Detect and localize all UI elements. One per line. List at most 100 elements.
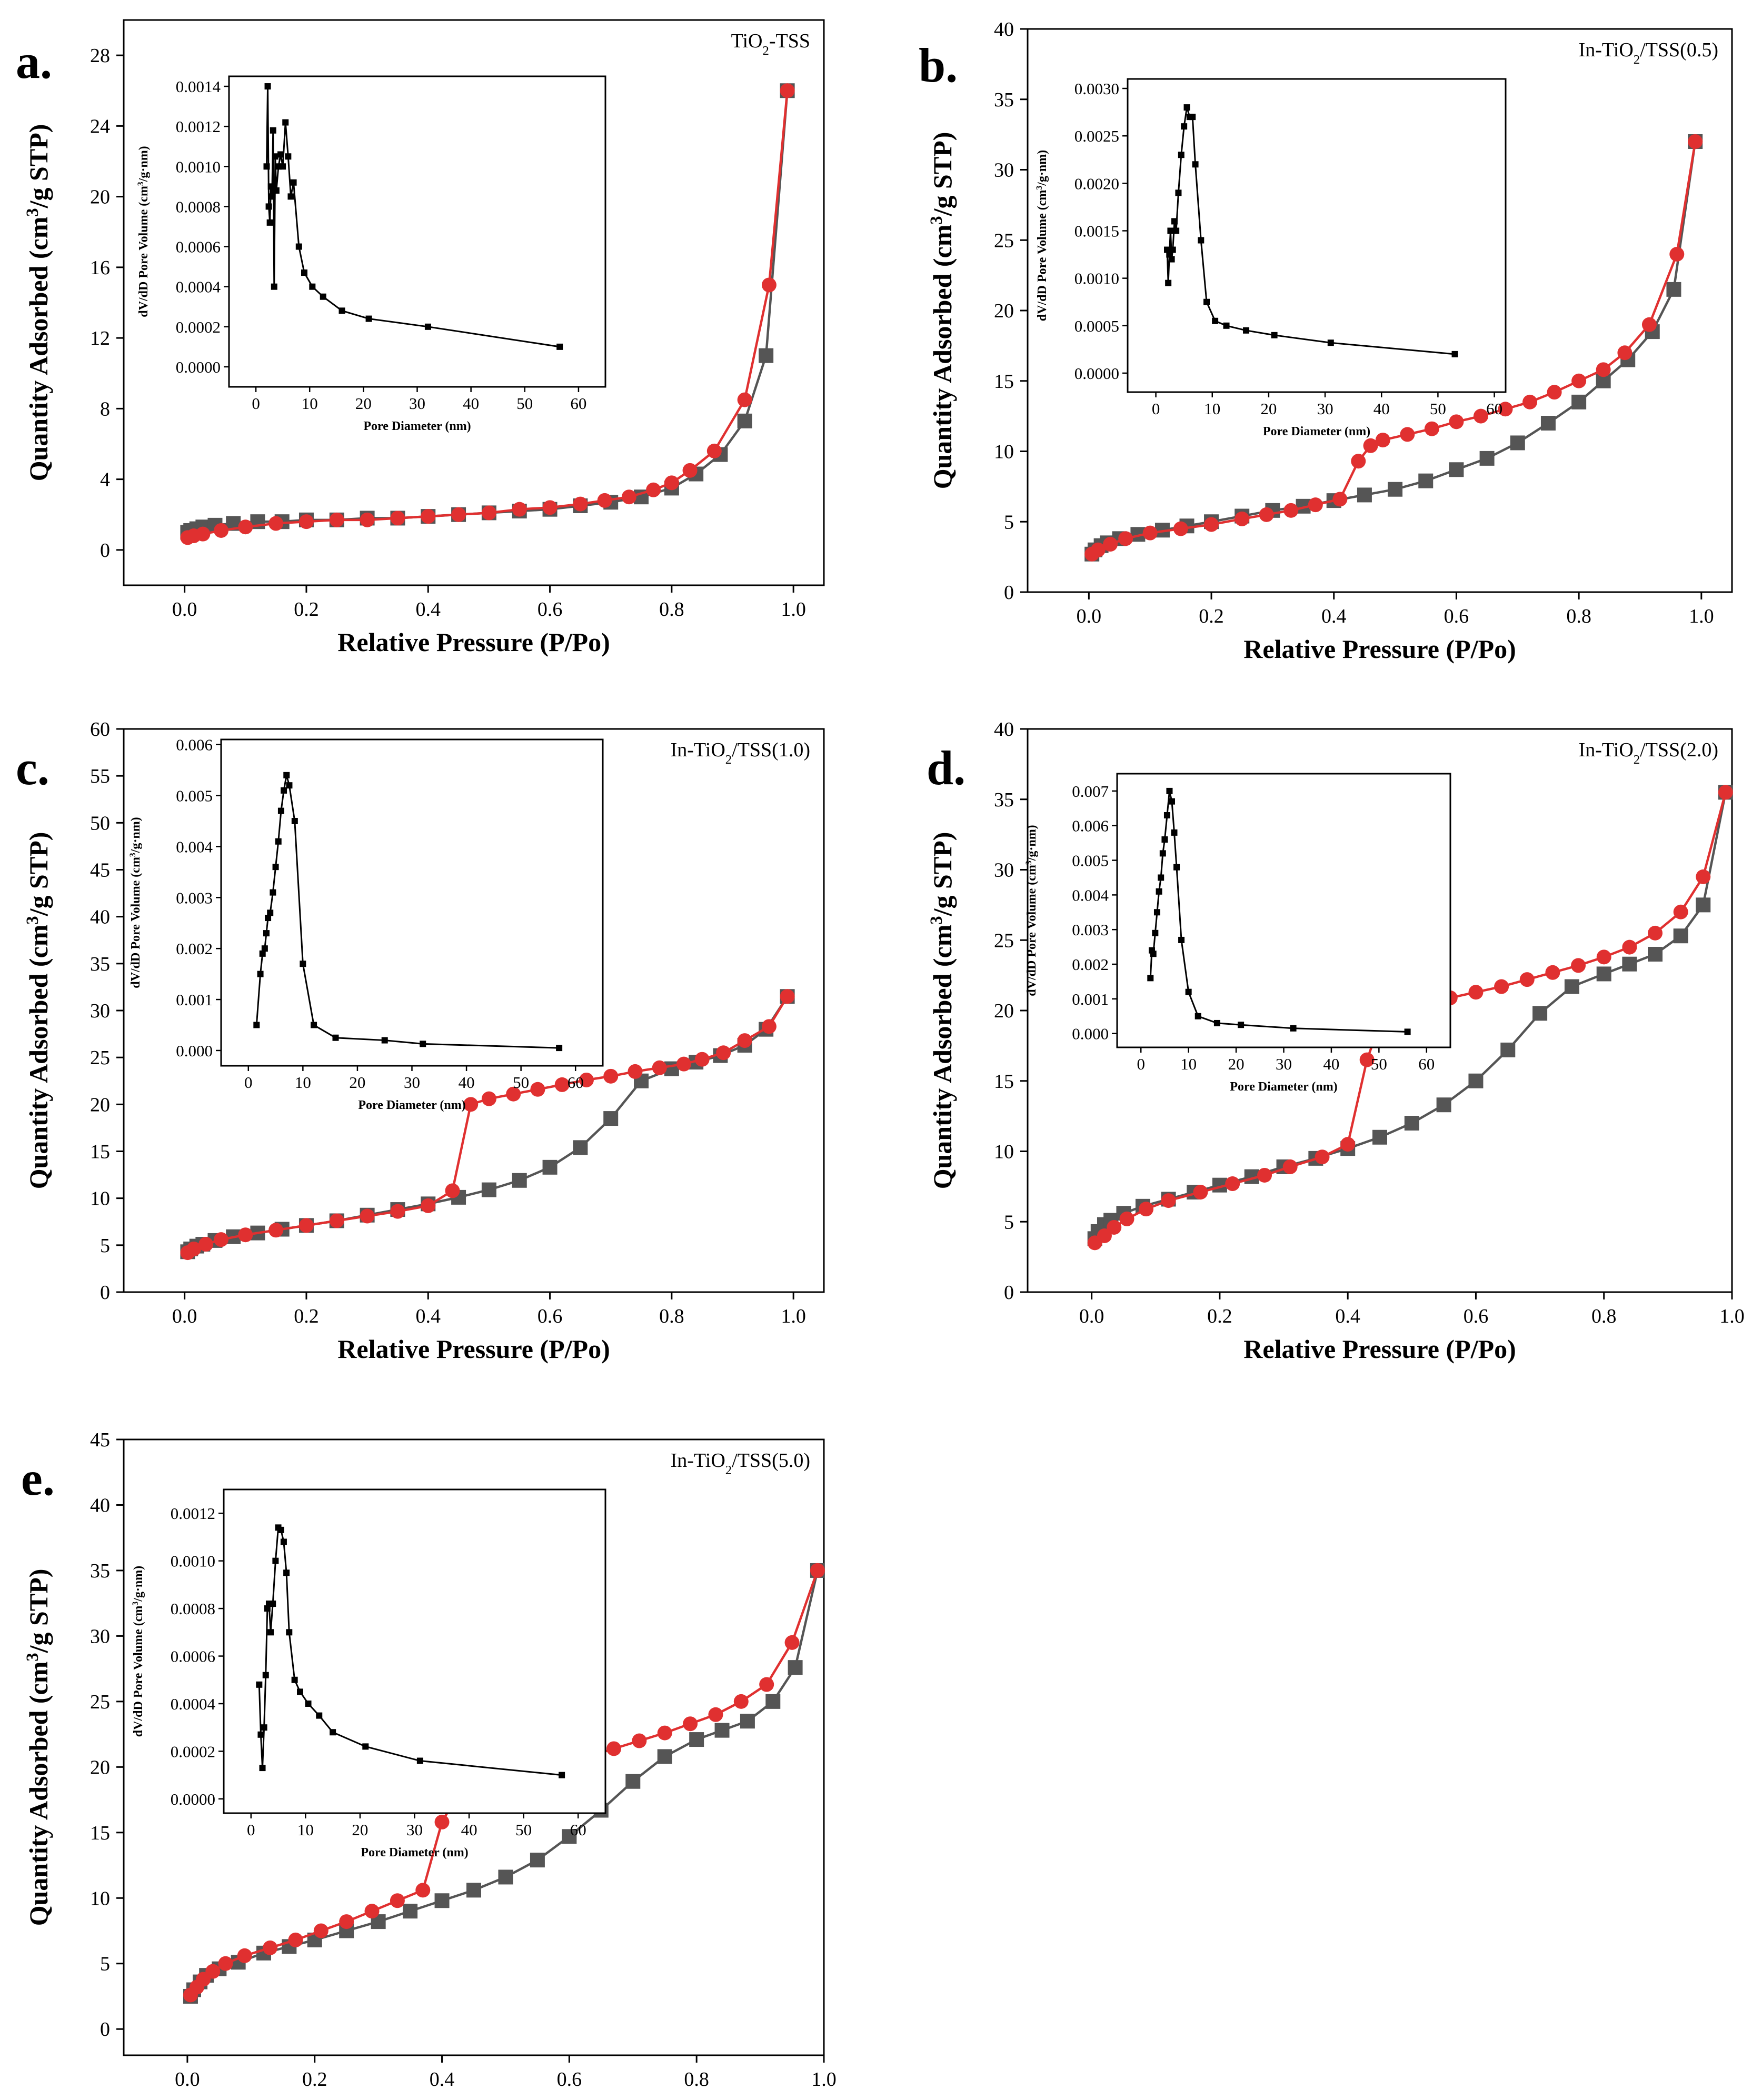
desorption-point	[1351, 454, 1366, 469]
inset-point	[1181, 123, 1188, 130]
inset-point	[1290, 1025, 1297, 1032]
inset-x-title: Pore Diameter (nm)	[358, 1098, 465, 1112]
inset-point	[305, 1700, 312, 1707]
desorption-point	[632, 1733, 647, 1748]
inset-x-tick-label: 20	[352, 1821, 368, 1839]
desorption-point	[542, 500, 558, 515]
y-axis-title: Quantity Adsorbed (cm3/g STP)	[23, 832, 53, 1189]
x-tick-label: 1.0	[781, 598, 806, 621]
desorption-point	[1363, 438, 1378, 453]
inset-x-tick-label: 50	[1430, 399, 1446, 418]
desorption-point	[603, 1068, 619, 1084]
inset-x-tick-label: 10	[1204, 399, 1220, 418]
y-tick-label: 15	[90, 1141, 110, 1163]
adsorption-point	[1540, 416, 1556, 431]
inset-point	[263, 163, 270, 170]
inset-x-tick-label: 20	[355, 394, 372, 413]
desorption-point	[706, 443, 722, 458]
inset-point	[280, 1538, 287, 1545]
inset-y-title: dV/dD Pore Volume (cm3/g·nm)	[136, 146, 151, 317]
desorption-point	[1375, 433, 1390, 448]
desorption-point	[390, 1204, 405, 1219]
x-tick-label: 0.0	[175, 2068, 200, 2091]
y-tick-label: 40	[994, 718, 1014, 741]
inset-point	[253, 1022, 260, 1028]
inset-point	[297, 1688, 303, 1695]
desorption-point	[198, 1237, 214, 1252]
inset-point	[1198, 237, 1204, 244]
desorption-point	[1173, 521, 1188, 536]
inset-x-tick-label: 30	[406, 1821, 423, 1839]
inset-point	[1167, 227, 1174, 234]
y-tick-label: 25	[90, 1047, 110, 1069]
inset-x-title: Pore Diameter (nm)	[1230, 1080, 1337, 1094]
inset-point	[257, 1731, 264, 1738]
desorption-point	[364, 1904, 380, 1919]
adsorption-point	[542, 1159, 558, 1175]
inset-x-tick-label: 0	[1137, 1055, 1145, 1073]
inset-point	[1166, 787, 1173, 794]
desorption-point	[329, 512, 344, 527]
inset-x-tick-label: 60	[1418, 1055, 1435, 1073]
inset-y-title: dV/dD Pore Volume (cm3/g·nm)	[1024, 825, 1039, 996]
desorption-point	[628, 1064, 643, 1079]
inset-y-tick-label: 0.003	[176, 888, 213, 907]
inset-point	[259, 950, 266, 957]
inset-point	[362, 1743, 369, 1750]
y-tick-label: 20	[90, 1094, 110, 1116]
adsorption-point	[1673, 928, 1688, 944]
desorption-point	[1596, 362, 1611, 377]
desorption-point	[1340, 1137, 1356, 1152]
x-tick-label: 0.4	[430, 2068, 455, 2091]
sample-label: In-TiO2/TSS(5.0)	[671, 1449, 810, 1477]
inset-point	[1243, 327, 1250, 334]
desorption-point	[1257, 1167, 1272, 1183]
desorption-point	[1161, 1193, 1176, 1208]
x-tick-label: 0.0	[1077, 605, 1102, 627]
desorption-point	[1225, 1176, 1240, 1192]
inset-x-tick-label: 50	[516, 394, 533, 413]
y-tick-label: 12	[90, 327, 110, 349]
desorption-point	[683, 1716, 698, 1732]
desorption-point	[1087, 1235, 1102, 1251]
inset-point	[277, 1526, 284, 1533]
desorption-point	[1571, 373, 1587, 388]
y-tick-label: 28	[90, 45, 110, 67]
inset-point	[1171, 829, 1178, 836]
desorption-point	[512, 502, 527, 517]
inset-x-tick-label: 40	[461, 1821, 477, 1839]
inset-y-tick-label: 0.002	[176, 939, 213, 958]
inset-point	[277, 807, 284, 814]
inset-point	[1271, 332, 1278, 338]
panel-letter: c.	[16, 741, 49, 795]
series-adsorption	[183, 1563, 825, 2004]
inset-point	[1175, 189, 1182, 196]
desorption-point	[1315, 1149, 1330, 1165]
desorption-point	[621, 489, 636, 505]
inset-chart: 0 10 20 30 40 50 60 0.0000 0.0005 0.0010 0.0015 0.0…	[1035, 78, 1507, 438]
desorption-point	[1103, 537, 1118, 552]
desorption-point	[288, 1932, 303, 1947]
inset-point	[1213, 1019, 1220, 1026]
inset-y-tick-label: 0.007	[1072, 782, 1109, 801]
adsorption-point	[481, 1182, 496, 1197]
y-tick-label: 10	[994, 441, 1014, 463]
desorption-point	[339, 1914, 354, 1929]
y-tick-label: 55	[90, 765, 110, 787]
series-desorption	[180, 989, 795, 1261]
desorption-point	[1142, 525, 1158, 541]
desorption-point	[1473, 408, 1488, 424]
adsorption-point	[603, 1111, 619, 1126]
panel-b: b. 0.0 0.2 0.4 0.6 0.8 1.0 0 5 10 15 20 25 30 35 40 Rela…	[919, 18, 1733, 664]
inset-y-tick-label: 0.0012	[176, 117, 221, 136]
y-tick-label: 30	[90, 1625, 110, 1647]
x-tick-label: 0.8	[684, 2068, 709, 2091]
inset-point	[1173, 864, 1180, 871]
y-tick-label: 16	[90, 257, 110, 279]
inset-point	[291, 1676, 298, 1683]
inset-point	[1171, 218, 1178, 225]
inset-y-tick-label: 0.0000	[171, 1790, 215, 1808]
x-tick-label: 0.2	[302, 2068, 327, 2091]
inset-point	[295, 243, 302, 250]
inset-point	[1163, 812, 1170, 818]
